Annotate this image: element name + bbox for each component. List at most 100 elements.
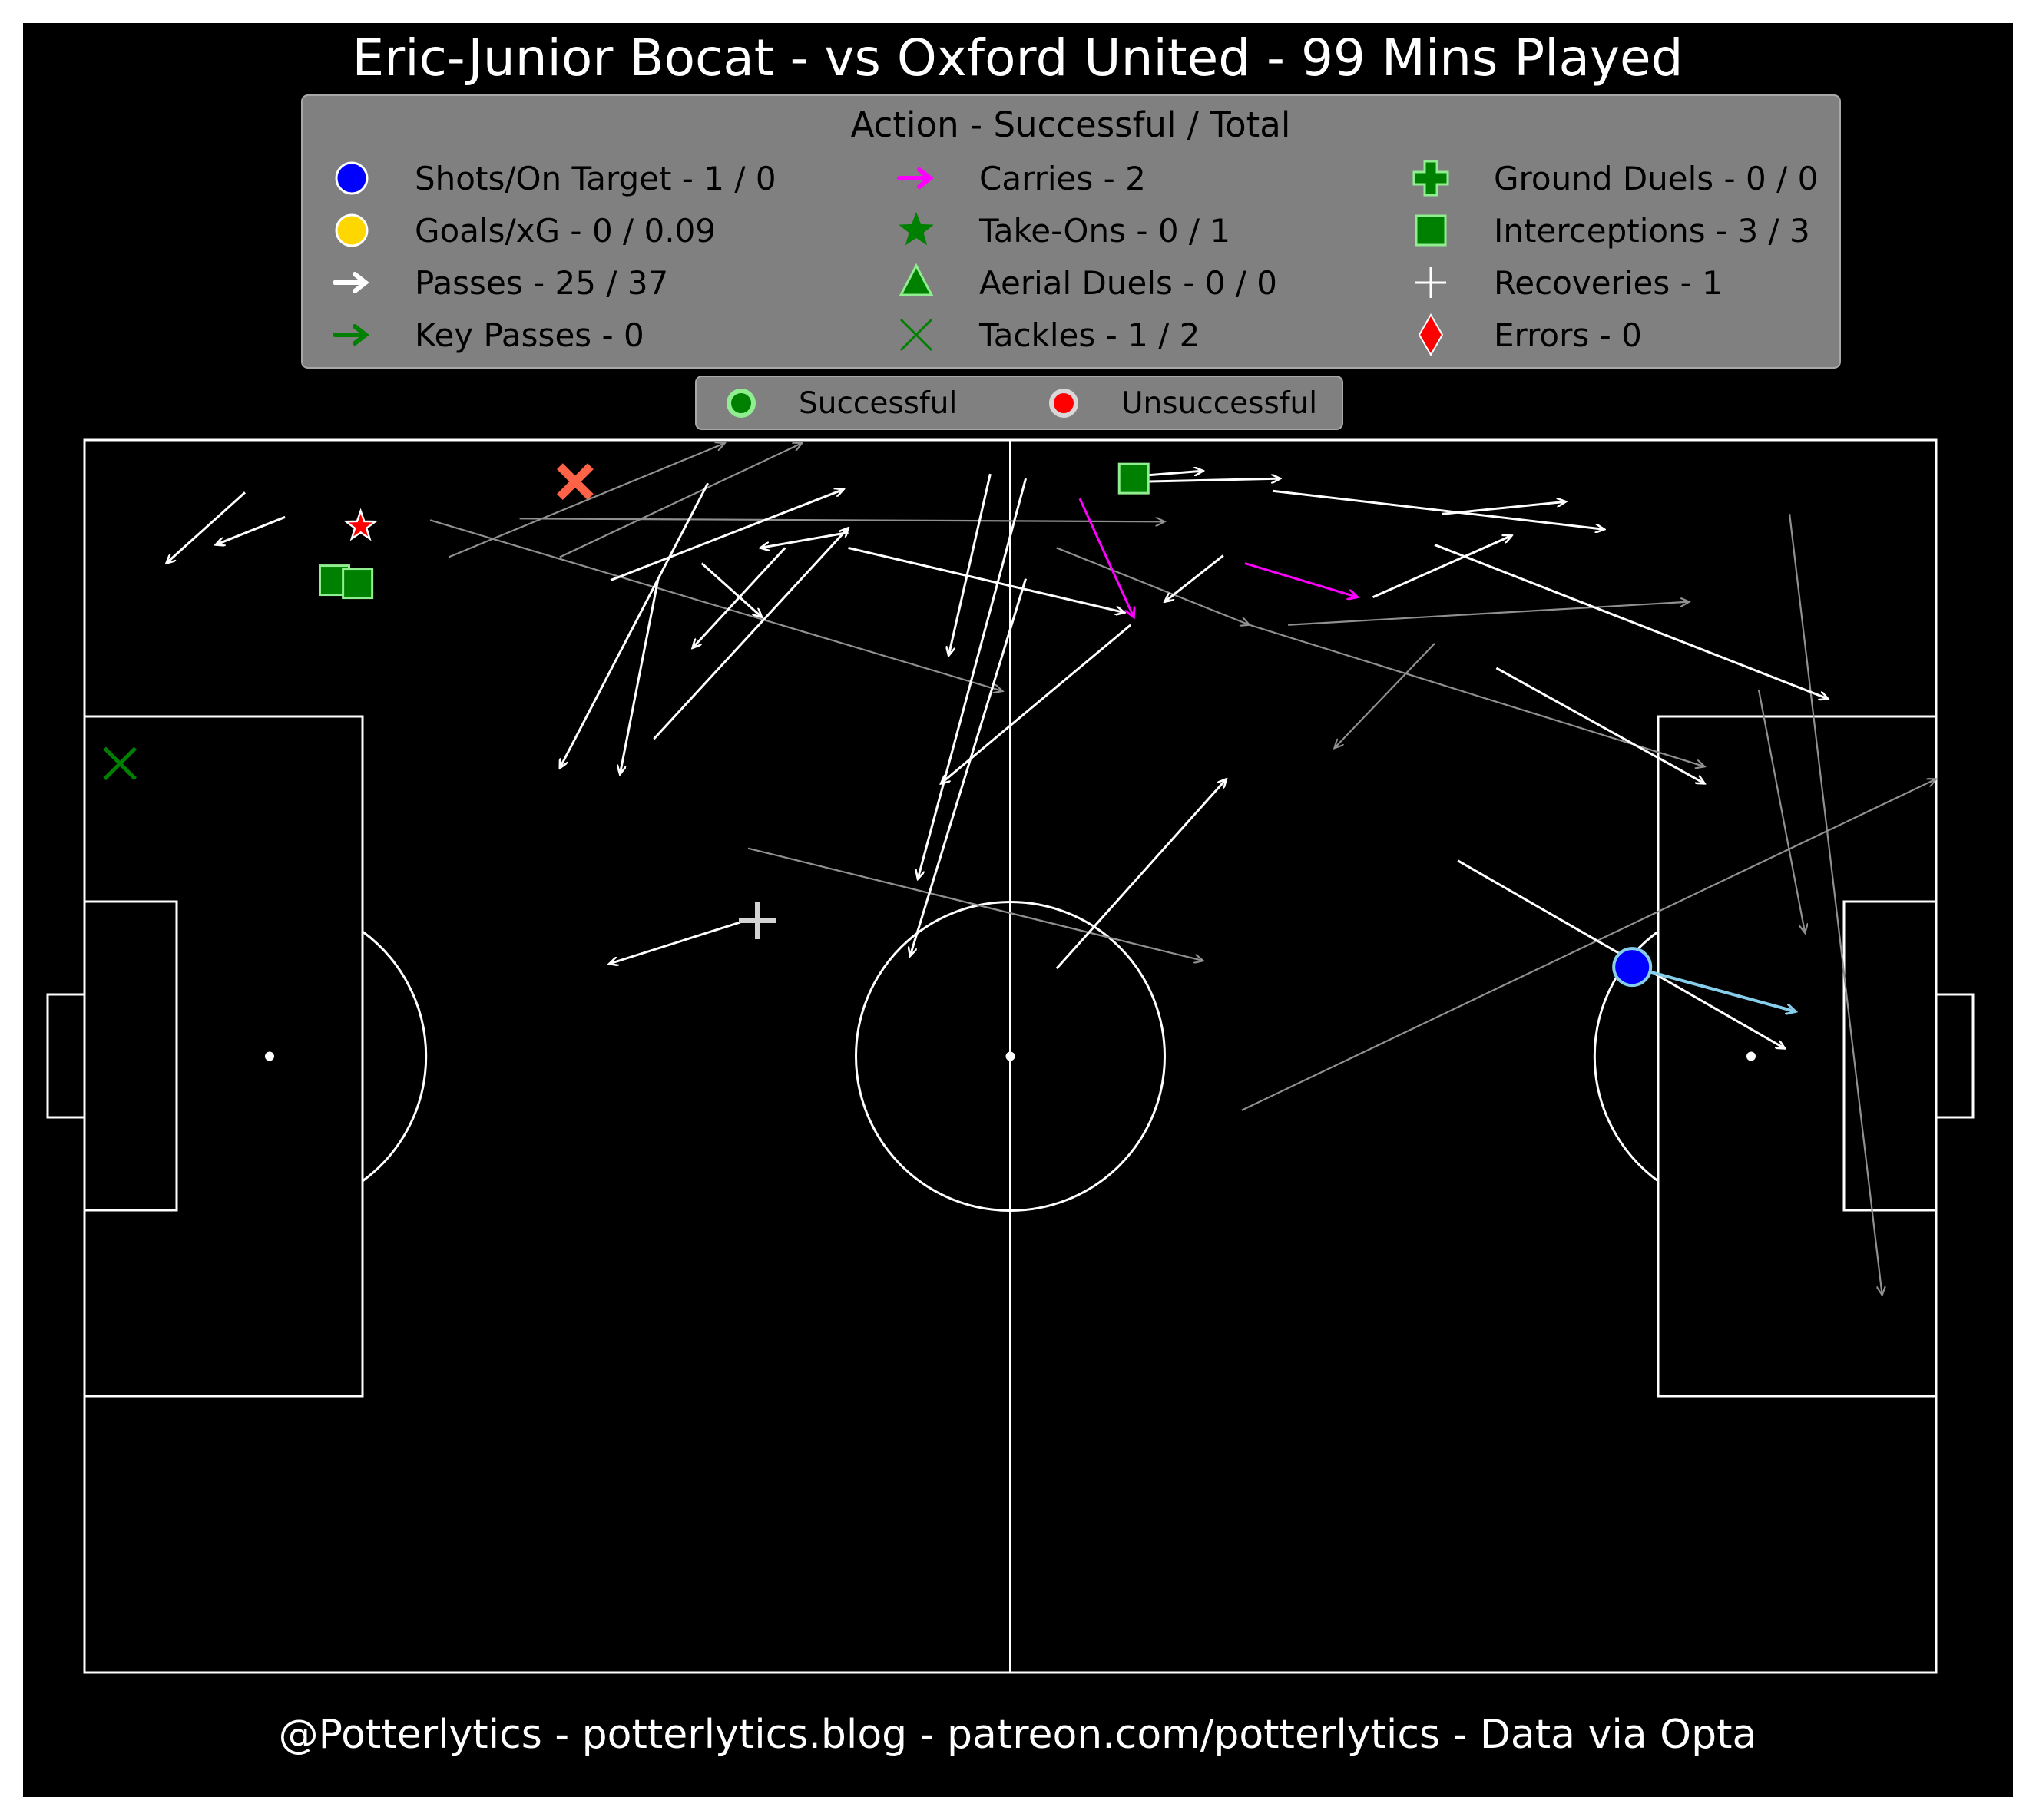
footer-credits: @Potterlytics - potterlytics.blog - patr… <box>279 1712 1757 1758</box>
pass-successful <box>1144 471 1203 477</box>
legend-square-icon <box>1415 214 1447 247</box>
pass-successful <box>760 531 849 548</box>
pass-unsuccessful <box>1334 643 1435 748</box>
legend-item-errors: Errors - 0 <box>1418 313 1642 357</box>
successful-marker-icon <box>727 389 756 418</box>
pass-successful <box>620 577 660 775</box>
legend-item-tackles: Tackles - 1 / 2 <box>899 316 1200 354</box>
pass-successful <box>948 473 992 656</box>
pass-unsuccessful <box>1249 624 1705 767</box>
legend-item-label: Carries - 2 <box>979 160 1146 197</box>
pass-unsuccessful <box>1288 602 1689 626</box>
legend-item-take_ons: Take-Ons - 0 / 1 <box>899 212 1230 250</box>
pass-unsuccessful <box>448 443 725 558</box>
pass-successful <box>941 624 1132 784</box>
legend-star-icon <box>899 212 934 246</box>
pass-successful <box>848 546 1125 612</box>
legend-arrow-icon <box>333 272 369 293</box>
pass-successful <box>653 528 848 740</box>
legend-triangle-icon <box>899 263 934 296</box>
pass-successful <box>693 547 786 647</box>
right-goal <box>1935 993 1975 1119</box>
legend-arrow-icon <box>333 324 369 346</box>
legend-plus-icon <box>1412 160 1449 197</box>
legend-item-label: Errors - 0 <box>1494 316 1642 354</box>
legend-item-key_passes: Key Passes - 0 <box>333 316 644 354</box>
carry <box>1078 498 1134 617</box>
left-penalty-spot <box>265 1051 274 1061</box>
pass-successful <box>216 515 286 544</box>
shot-trajectory <box>1631 965 1796 1011</box>
centre-circle <box>855 901 1166 1212</box>
legend-item-carries: Carries - 2 <box>897 160 1146 197</box>
right-penalty-spot <box>1746 1051 1756 1061</box>
take-on-marker <box>343 508 379 541</box>
pass-unsuccessful <box>1789 514 1882 1295</box>
pass-unsuccessful <box>519 518 1165 521</box>
left-penalty-arc <box>362 930 428 1183</box>
legend-item-ground: Ground Duels - 0 / 0 <box>1412 160 1818 197</box>
action-legend-title: Action - Successful / Total <box>851 104 1291 145</box>
pass-successful <box>1442 501 1566 515</box>
pass-successful <box>1372 535 1512 599</box>
legend-item-label: Shots/On Target - 1 / 0 <box>415 160 776 197</box>
pass-successful <box>560 482 710 768</box>
legend-item-label: Goals/xG - 0 / 0.09 <box>415 212 716 250</box>
legend-item-shots: Shots/On Target - 1 / 0 <box>335 160 776 197</box>
pass-successful <box>1434 544 1828 699</box>
pass-successful <box>166 491 246 563</box>
pass-successful <box>1144 478 1280 481</box>
pass-successful <box>610 489 843 581</box>
pass-successful <box>910 578 1028 957</box>
unsuccessful-label: Unsuccessful <box>1121 386 1317 421</box>
legend-item-label: Key Passes - 0 <box>415 316 644 354</box>
pass-successful <box>700 562 762 617</box>
legend-item-interceptions: Interceptions - 3 / 3 <box>1415 212 1810 250</box>
carry <box>1244 562 1358 597</box>
pass-successful <box>1272 489 1604 529</box>
legend-item-label: Recoveries - 1 <box>1494 264 1723 302</box>
pass-successful <box>1495 667 1704 783</box>
pass-successful <box>918 478 1028 879</box>
legend-item-goals: Goals/xG - 0 / 0.09 <box>335 212 716 250</box>
legend-item-label: Aerial Duels - 0 / 0 <box>979 264 1277 302</box>
left-goal <box>46 993 86 1119</box>
tackle-won-marker <box>103 746 137 781</box>
legend-arrow-icon <box>897 167 934 189</box>
legend-circle-icon <box>335 161 369 195</box>
status-legend: Successful Unsuccessful <box>695 376 1343 430</box>
action-legend-items: Shots/On Target - 1 / 0 Goals/xG - 0 / 0.… <box>333 160 1818 357</box>
legend-item-aerial: Aerial Duels - 0 / 0 <box>899 263 1277 302</box>
pass-unsuccessful <box>1056 547 1250 624</box>
pass-successful <box>609 921 741 964</box>
status-legend-panel <box>695 376 1343 430</box>
legend-item-recoveries: Recoveries - 1 <box>1415 264 1723 302</box>
legend-x-icon <box>899 318 933 352</box>
legend-item-label: Interceptions - 3 / 3 <box>1494 212 1810 250</box>
pass-successful <box>1055 779 1227 970</box>
interception-marker <box>1117 462 1150 495</box>
pass-unsuccessful <box>429 519 1002 691</box>
legend-diamond-icon <box>1418 313 1444 357</box>
pass-unsuccessful <box>747 847 1203 961</box>
legend-item-label: Take-Ons - 0 / 1 <box>978 212 1230 250</box>
legend-item-label: Passes - 25 / 37 <box>415 264 668 302</box>
pass-unsuccessful <box>1241 779 1936 1111</box>
legend-thin-plus-icon <box>1415 267 1446 298</box>
chart-title: Eric-Junior Bocat - vs Oxford United - 9… <box>352 28 1683 88</box>
event-markers <box>103 443 1936 1295</box>
interception-marker <box>342 568 374 600</box>
action-legend-panel <box>301 94 1841 369</box>
tackle-lost-marker <box>557 463 594 501</box>
recovery-marker <box>738 902 776 939</box>
legend-circle-icon <box>335 213 369 247</box>
pass-unsuccessful <box>1757 689 1805 933</box>
legend-item-label: Tackles - 1 / 2 <box>978 316 1200 354</box>
pass-unsuccessful <box>559 443 802 558</box>
action-legend: Action - Successful / Total Shots/On Tar… <box>301 94 1841 369</box>
legend-item-label: Ground Duels - 0 / 0 <box>1494 160 1818 197</box>
unsuccessful-marker-icon <box>1049 389 1078 418</box>
legend-item-passes: Passes - 25 / 37 <box>333 264 668 302</box>
pass-successful <box>1164 554 1224 601</box>
